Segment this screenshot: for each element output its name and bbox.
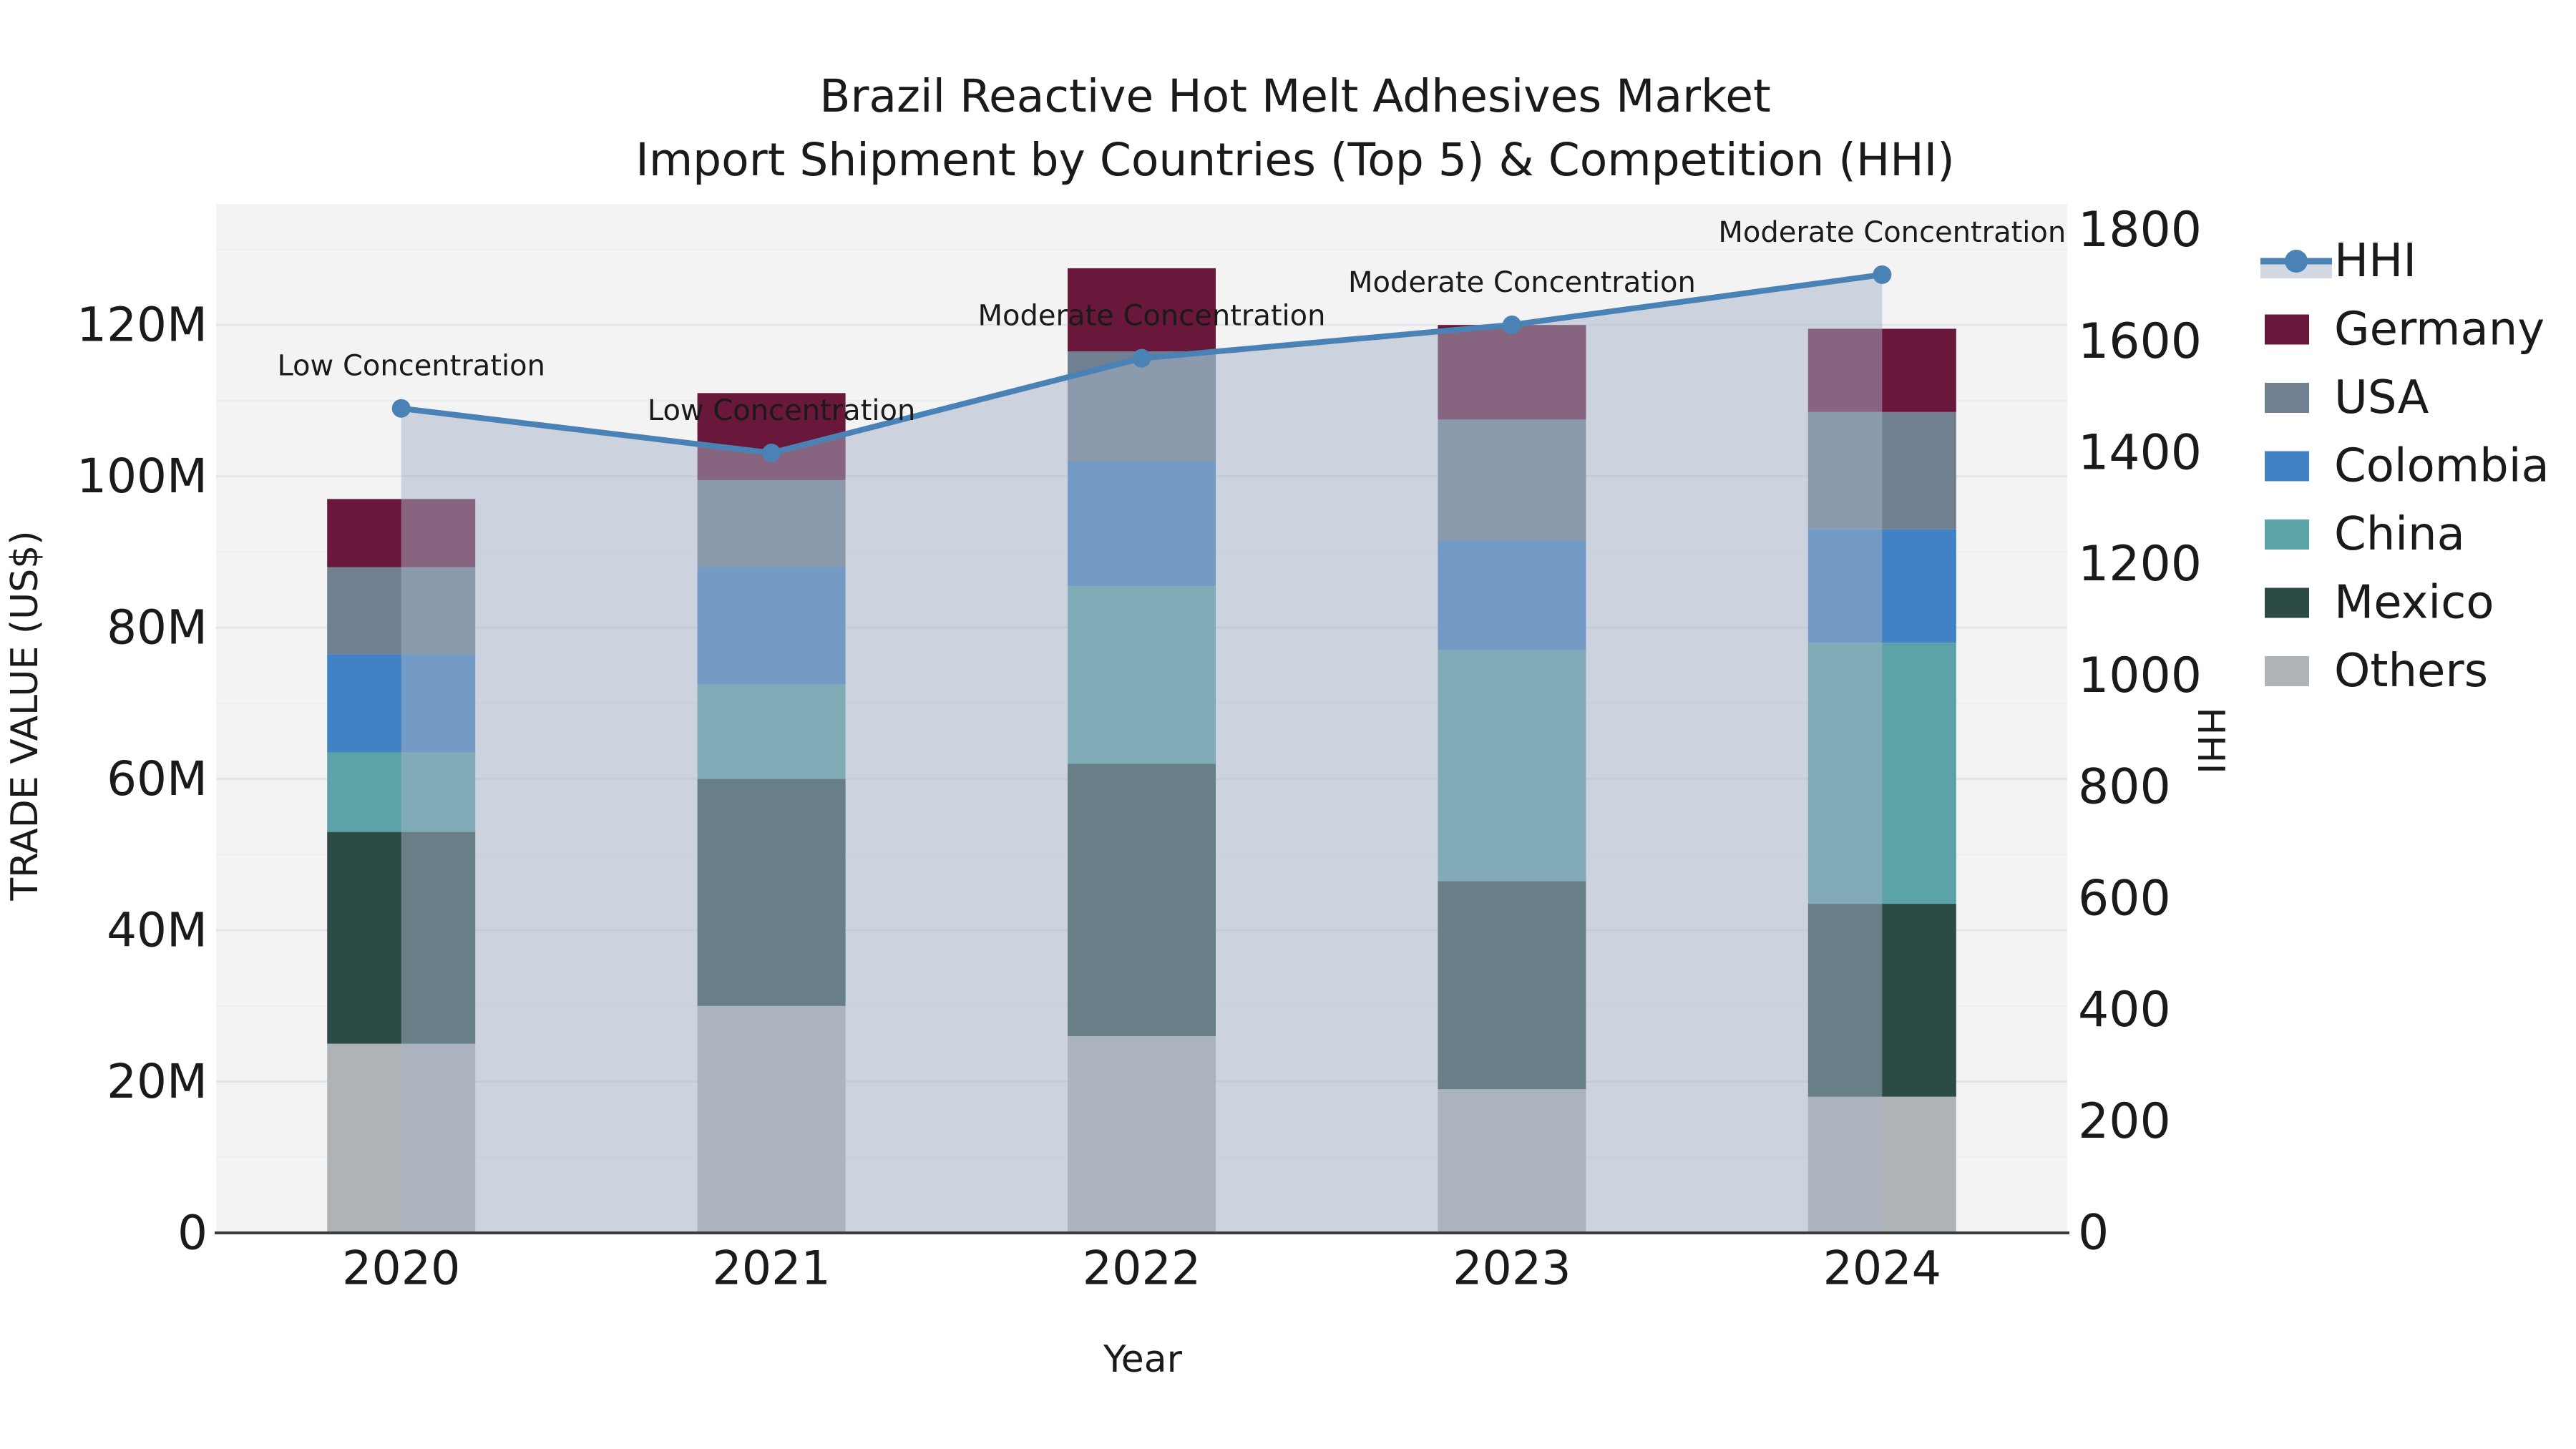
legend-label-usa: USA [2334, 371, 2429, 424]
y2-tick-label: 200 [2078, 1093, 2171, 1150]
hhi-marker-2020 [391, 399, 411, 418]
y2-tick-label: 0 [2078, 1205, 2109, 1262]
x-tick-label-2023: 2023 [1453, 1242, 1571, 1296]
x-tick-label-2024: 2024 [1823, 1242, 1941, 1296]
y2-tick-label: 600 [2078, 870, 2171, 927]
y-tick-label: 80M [107, 600, 208, 655]
legend-item-germany: Germany [2265, 303, 2545, 356]
y-tick-label: 20M [107, 1054, 208, 1109]
annotation-2021: Low Concentration [648, 394, 915, 427]
legend-label-hhi: HHI [2334, 235, 2416, 288]
annotation-2022: Moderate Concentration [978, 300, 1326, 333]
annotations: Low Concentration Low Concentration Modera… [277, 216, 2066, 427]
y2-tick-label: 1600 [2078, 313, 2202, 370]
legend-swatch-others [2265, 656, 2309, 686]
legend-label-china: China [2334, 508, 2465, 561]
hhi-marker-2021 [762, 444, 781, 463]
legend-swatch-germany [2265, 314, 2309, 345]
legend-item-usa: USA [2265, 371, 2429, 424]
hhi-marker-2024 [1873, 265, 1892, 284]
y-tick-label: 60M [107, 751, 208, 806]
hhi-line [391, 265, 1892, 463]
legend-label-germany: Germany [2334, 303, 2545, 356]
legend: HHI Germany USA Colombia China Mexico Others [2260, 235, 2550, 698]
chart-title-line1: Brazil Reactive Hot Melt Adhesives Marke… [819, 70, 1771, 122]
x-tick-label-2022: 2022 [1083, 1242, 1201, 1296]
y2-tick-label: 800 [2078, 759, 2171, 816]
legend-item-mexico: Mexico [2265, 577, 2494, 630]
legend-swatch-mexico [2265, 587, 2309, 618]
legend-hhi-marker [2285, 250, 2308, 273]
hhi-marker-2022 [1132, 348, 1151, 368]
x-axis-title: Year [1103, 1338, 1183, 1381]
x-tick-label-2021: 2021 [712, 1242, 830, 1296]
y-tick-label: 120M [77, 298, 208, 353]
bar-segment-germany-2022 [1068, 268, 1216, 352]
hhi-area [401, 274, 1883, 1234]
legend-label-colombia: Colombia [2334, 440, 2550, 493]
hhi-marker-2023 [1502, 315, 1521, 334]
legend-label-mexico: Mexico [2334, 577, 2494, 630]
axes: 0 20M 40M 60M 80M 100M 120M 0 200 400 600 800 1000 12… [77, 202, 2202, 1295]
legend-item-others: Others [2265, 645, 2488, 698]
annotation-2023: Moderate Concentration [1348, 266, 1696, 299]
y2-tick-label: 1400 [2078, 425, 2202, 482]
legend-item-colombia: Colombia [2265, 440, 2550, 493]
annotation-2020: Low Concentration [277, 350, 545, 383]
hhi-area-fill [401, 274, 1883, 1234]
annotation-2024: Moderate Concentration [1718, 216, 2066, 249]
y-tick-label: 100M [77, 449, 208, 504]
legend-label-others: Others [2334, 645, 2488, 698]
y2-tick-label: 400 [2078, 982, 2171, 1038]
legend-swatch-usa [2265, 383, 2309, 413]
y2-tick-label: 1200 [2078, 536, 2202, 592]
y2-tick-label: 1800 [2078, 202, 2202, 258]
chart-title-line2: Import Shipment by Countries (Top 5) & C… [635, 134, 1955, 186]
legend-swatch-colombia [2265, 451, 2309, 482]
y-tick-label: 0 [177, 1206, 208, 1261]
legend-item-hhi: HHI [2260, 235, 2416, 288]
legend-item-china: China [2265, 508, 2465, 561]
y2-tick-label: 1000 [2078, 648, 2202, 704]
x-tick-label-2020: 2020 [342, 1242, 460, 1296]
legend-swatch-china [2265, 519, 2309, 550]
y2-axis-title: HHI [2189, 707, 2232, 774]
y-axis-title: TRADE VALUE (US$) [4, 530, 47, 901]
y-tick-label: 40M [107, 903, 208, 958]
